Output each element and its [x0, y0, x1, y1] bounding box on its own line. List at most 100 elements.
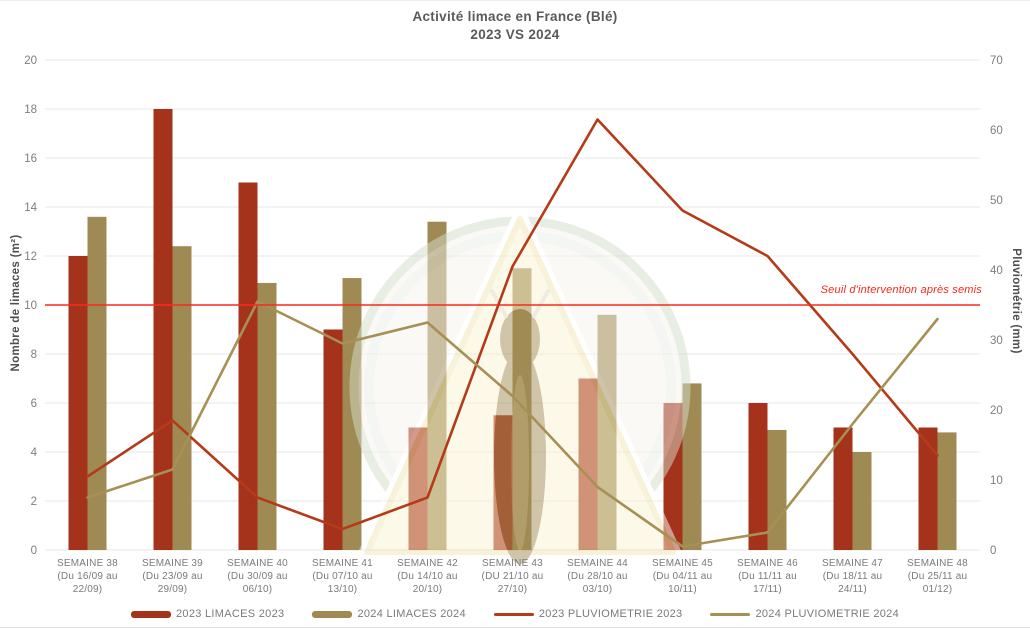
- y-axis-tick-left: 0: [31, 545, 37, 557]
- x-axis-label-line: (Du 25/11 au: [907, 571, 968, 582]
- x-axis-label: SEMAINE 40 (Du 30/09 au 06/10): [210, 557, 306, 596]
- bar-2024: [937, 432, 957, 550]
- bar-swatch-2024: [312, 610, 353, 618]
- x-axis-label: SEMAINE 39 (Du 23/09 au 29/09): [125, 557, 221, 596]
- y-axis-tick-right: 20: [990, 405, 1003, 417]
- pluviometrie-line-2024: [86, 300, 939, 548]
- legend-item-pluviometrie-2023: 2023 PLUVIOMETRIE 2023: [493, 608, 683, 620]
- y-axis-tick-left: 10: [24, 300, 37, 312]
- x-axis-label-line: 06/10): [242, 584, 273, 595]
- chart-title-line2: 2023 VS 2024: [470, 27, 560, 42]
- y-axis-tick-right: 50: [990, 195, 1003, 207]
- legend-item-limaces-2024: 2024 LIMACES 2024: [312, 608, 466, 620]
- right-axis-title: Pluviométrie (mm): [1010, 248, 1022, 354]
- y-axis-tick-right: 30: [990, 335, 1003, 347]
- x-axis-label-line: (Du 14/10 au: [397, 571, 458, 582]
- bar-2023: [153, 109, 173, 550]
- y-axis-tick-left: 18: [24, 104, 37, 116]
- x-axis-label-line: SEMAINE 40: [227, 558, 288, 569]
- y-axis-tick-right: 60: [990, 125, 1003, 137]
- x-axis-label-line: SEMAINE 47: [822, 558, 883, 569]
- bar-2024: [682, 383, 702, 550]
- x-axis-label: SEMAINE 48 (Du 25/11 au 01/12): [890, 557, 986, 596]
- y-axis-tick-left: 12: [24, 251, 37, 263]
- x-axis-label-line: (Du 28/10 au: [567, 571, 628, 582]
- x-axis-label: SEMAINE 44 (Du 28/10 au 03/10): [550, 557, 646, 596]
- x-axis-label-line: (Du 07/10 au: [312, 571, 373, 582]
- slug-watermark: [349, 211, 691, 564]
- y-axis-tick-right: 40: [990, 265, 1003, 277]
- y-axis-tick-right: 0: [990, 545, 996, 557]
- x-axis-label: SEMAINE 45 (Du 04/11 au 10/11): [635, 557, 731, 596]
- x-axis-label-line: (Du 11/11 au: [738, 571, 797, 582]
- x-axis-label-line: 20/10): [412, 584, 443, 595]
- x-axis-label-line: 01/12): [922, 584, 953, 595]
- y-axis-tick-left: 2: [31, 496, 37, 508]
- legend-item-pluviometrie-2024: 2024 PLUVIOMETRIE 2024: [710, 608, 899, 620]
- bar-2023: [748, 403, 768, 550]
- y-axis-tick-left: 16: [24, 153, 37, 165]
- pluviometrie-line-2023: [86, 118, 939, 531]
- x-axis-label-line: SEMAINE 38: [57, 558, 118, 569]
- bar-2024: [257, 282, 277, 550]
- legend-label: 2023 PLUVIOMETRIE 2023: [538, 608, 683, 620]
- x-axis-label-line: 13/10): [327, 584, 358, 595]
- bar-2024: [87, 216, 107, 551]
- x-axis-label-line: SEMAINE 46: [737, 558, 798, 569]
- left-axis-title: Nombre de limaces (m²): [10, 234, 22, 372]
- bar-2023: [68, 256, 88, 550]
- x-axis-label-line: SEMAINE 44: [567, 558, 628, 569]
- x-axis-label: SEMAINE 43 (DU 21/10 au 27/10): [465, 557, 561, 596]
- chart-title: Activité limace en France (Blé) 2023 VS …: [0, 8, 1030, 44]
- x-axis-label-line: 03/10): [582, 584, 613, 595]
- legend-label: 2024 PLUVIOMETRIE 2024: [755, 608, 900, 620]
- x-axis-label-line: SEMAINE 45: [652, 558, 713, 569]
- x-axis-label-line: SEMAINE 39: [142, 558, 203, 569]
- bar-2023: [238, 182, 258, 550]
- bar-2023: [833, 427, 853, 550]
- bar-2023: [918, 427, 938, 550]
- slug-icon: [490, 289, 550, 564]
- legend: 2023 LIMACES 2023 2024 LIMACES 2024 2023…: [0, 608, 1030, 620]
- threshold-label: Seuil d'intervention après semis: [820, 284, 982, 296]
- x-axis-label: SEMAINE 41 (Du 07/10 au 13/10): [295, 557, 391, 596]
- bar-swatch-2023: [130, 610, 171, 618]
- bar-2023: [323, 329, 343, 550]
- x-axis-label-line: (Du 04/11 au: [652, 571, 713, 582]
- x-axis-label: SEMAINE 46 (Du 11/11 au 17/11): [720, 557, 816, 596]
- legend-label: 2024 LIMACES 2024: [357, 608, 466, 620]
- bar-2024: [852, 452, 872, 550]
- x-axis-label-line: (Du 30/09 au: [227, 571, 288, 582]
- line-swatch-2024: [710, 612, 751, 616]
- y-axis-tick-right: 70: [990, 55, 1003, 67]
- y-axis-tick-left: 6: [31, 398, 37, 410]
- bar-2024: [767, 429, 787, 550]
- y-axis-tick-right: 10: [990, 475, 1003, 487]
- bar-2024: [172, 246, 192, 550]
- line-swatch-2023: [493, 612, 534, 616]
- x-axis-label: SEMAINE 47 (Du 18/11 au 24/11): [805, 557, 901, 596]
- x-axis-label: SEMAINE 38 (Du 16/09 au 22/09): [40, 557, 136, 596]
- x-axis-label-line: SEMAINE 41: [312, 558, 373, 569]
- x-axis-label-line: (Du 16/09 au: [57, 571, 118, 582]
- x-axis-label-line: 22/09): [72, 584, 103, 595]
- y-axis-tick-left: 4: [31, 447, 38, 459]
- x-axis-label-line: 17/11): [753, 584, 782, 595]
- legend-item-limaces-2023: 2023 LIMACES 2023: [130, 608, 285, 620]
- x-axis-label-line: (Du 23/09 au: [142, 571, 203, 582]
- y-axis-tick-left: 8: [31, 349, 37, 361]
- x-axis-label-line: 29/09): [157, 584, 188, 595]
- x-axis-label-line: (DU 21/10 au: [481, 571, 544, 582]
- x-axis-label: SEMAINE 42 (Du 14/10 au 20/10): [380, 557, 476, 596]
- x-axis-label-line: SEMAINE 48: [907, 558, 968, 569]
- chart-title-line1: Activité limace en France (Blé): [412, 9, 618, 24]
- y-axis-tick-left: 14: [24, 202, 37, 214]
- x-axis-label-line: SEMAINE 42: [397, 558, 458, 569]
- y-axis-tick-left: 20: [24, 55, 37, 67]
- x-axis-label-line: 27/10): [497, 584, 528, 595]
- x-axis-label-line: 24/11): [838, 584, 867, 595]
- x-axis-label-line: SEMAINE 43: [482, 558, 543, 569]
- legend-label: 2023 LIMACES 2023: [175, 608, 285, 620]
